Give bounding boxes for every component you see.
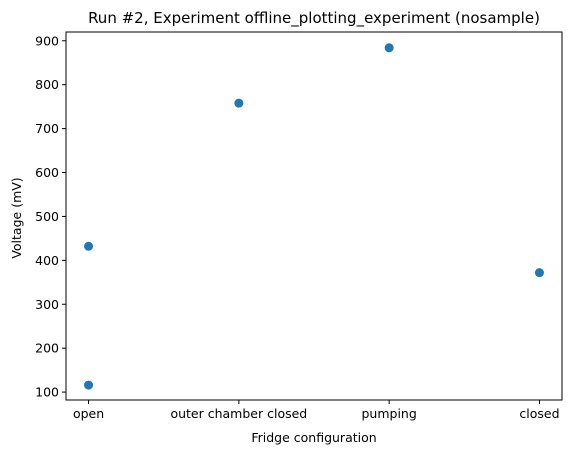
y-tick-label: 400 [35,253,59,268]
data-point [234,98,244,108]
x-tick-label: open [73,406,104,421]
y-tick-label: 700 [35,121,59,136]
y-tick-label: 200 [35,341,59,356]
y-tick-label: 300 [35,297,59,312]
data-point [84,380,94,390]
data-point [84,241,94,251]
x-tick-label: pumping [361,406,416,421]
data-point [384,43,394,53]
y-tick-label: 100 [35,385,59,400]
chart-title: Run #2, Experiment offline_plotting_expe… [88,9,540,28]
y-tick-label: 800 [35,77,59,92]
x-axis-label: Fridge configuration [251,430,376,445]
plot-area: 100 200 300 400 500 600 700 800 900 open outer cha… [35,31,563,421]
y-tick-label: 500 [35,209,59,224]
data-point [534,268,544,278]
y-tick-label: 600 [35,165,59,180]
x-tick-label: closed [519,406,559,421]
x-tick-label: outer chamber closed [170,406,307,421]
y-axis-label: Voltage (mV) [9,177,24,258]
y-tick-label: 900 [35,33,59,48]
